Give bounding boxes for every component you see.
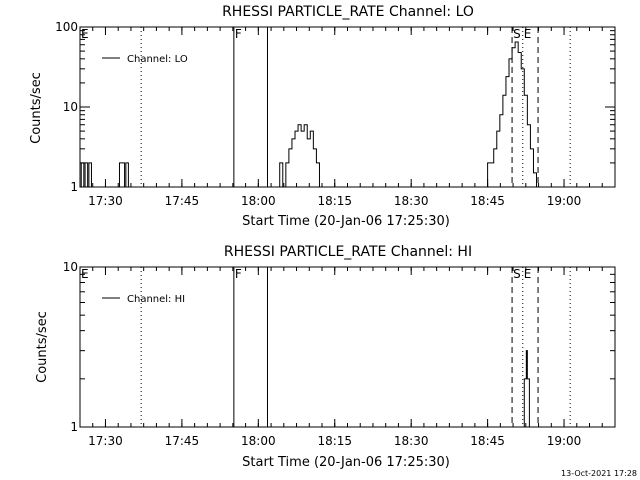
chart-1-ytick-label: 1 [70, 180, 78, 194]
chart-1-xtick-label: 18:15 [317, 194, 352, 208]
chart-2-xtick-label: 17:45 [165, 434, 200, 448]
chart-2-event-marker: F [235, 267, 242, 281]
chart-1-ylabel: Counts/sec [29, 72, 44, 144]
chart-2-xtick-label: 19:00 [547, 434, 582, 448]
chart-marks-layer: 1 10 100 17:30 17:45 18:00 18:15 18:30 18:45 19:0… [55, 20, 616, 448]
chart-2-event-marker: E [81, 267, 89, 281]
chart-1-xtick-label: 18:45 [470, 194, 505, 208]
chart-1-event-marker: F [235, 27, 242, 41]
chart-2-ylabel: Counts/sec [35, 311, 50, 383]
chart-2-series-line-1 [523, 350, 530, 428]
chart-1-xtick-label: 18:30 [394, 194, 429, 208]
chart-1-xlabel: Start Time (20-Jan-06 17:25:30) [242, 214, 450, 229]
chart-1-series-line-1 [80, 41, 538, 188]
chart-1-event-marker: E [81, 27, 89, 41]
chart-2-xtick-label: 17:30 [88, 434, 123, 448]
chart-1-legend-label: Channel: LO [127, 54, 188, 65]
chart-1-plot-frame [79, 26, 616, 188]
chart-1-xtick-label: 17:30 [88, 194, 123, 208]
chart-2-legend-label: Channel: HI [127, 294, 185, 305]
chart-2-xtick-label: 18:30 [394, 434, 429, 448]
chart-1-ytick-label: 100 [55, 20, 78, 34]
chart-1-event-marker: S [513, 27, 521, 41]
chart-2-event-marker: E [524, 267, 532, 281]
chart-1-event-marker: E [524, 27, 532, 41]
timestamp: 13-Oct-2021 17:28 [561, 469, 637, 478]
chart-2-event-marker: S [513, 267, 521, 281]
chart-1-xtick-label: 17:45 [165, 194, 200, 208]
chart-2-title: RHESSI PARTICLE_RATE Channel: HI [224, 244, 472, 260]
chart-1-title: RHESSI PARTICLE_RATE Channel: LO [222, 4, 474, 20]
chart-1-xtick-label: 18:00 [241, 194, 276, 208]
chart-2-xtick-label: 18:15 [317, 434, 352, 448]
chart-2-plot-frame [79, 266, 616, 428]
chart-2-xtick-label: 18:45 [470, 434, 505, 448]
chart-1-xtick-label: 19:00 [547, 194, 582, 208]
chart-2-xlabel: Start Time (20-Jan-06 17:25:30) [242, 455, 450, 470]
chart-2-ytick-label: 10 [63, 260, 78, 274]
chart-1-ytick-label: 10 [63, 100, 78, 114]
chart-2-xtick-label: 18:00 [241, 434, 276, 448]
chart-2-ytick-label: 1 [70, 420, 78, 434]
